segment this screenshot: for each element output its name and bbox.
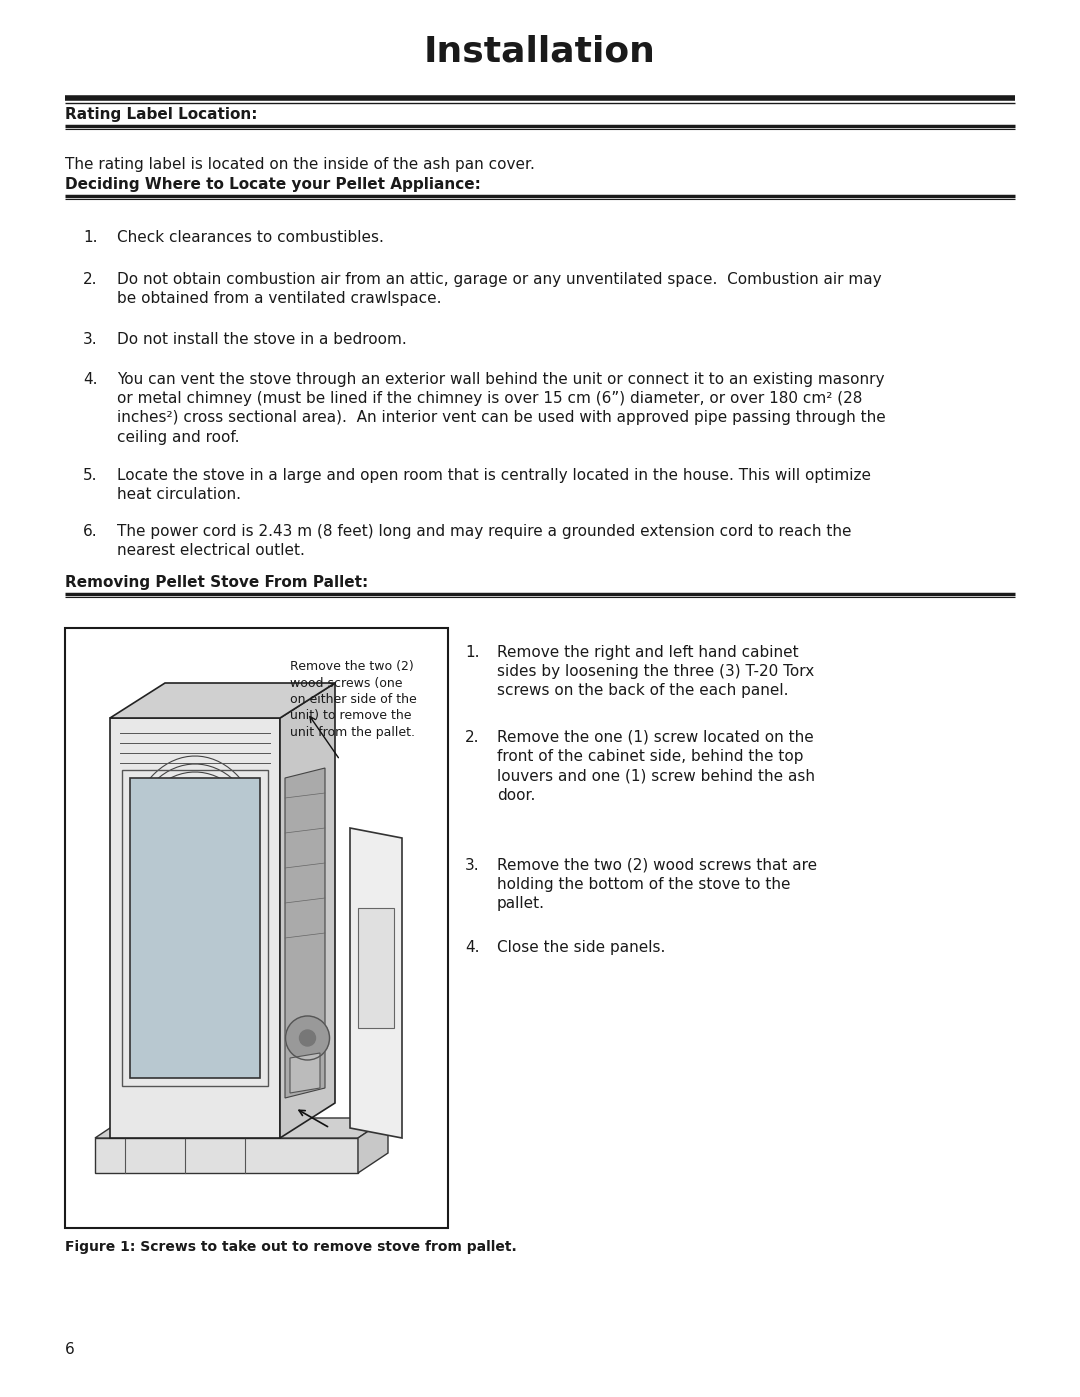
Bar (122, 770, 268, 1085)
Polygon shape (350, 828, 402, 1139)
Text: You can vent the stove through an exterior wall behind the unit or connect it to: You can vent the stove through an exteri… (117, 372, 886, 444)
Text: The power cord is 2.43 m (8 feet) long and may require a grounded extension cord: The power cord is 2.43 m (8 feet) long a… (117, 524, 851, 559)
Text: Removing Pellet Stove From Pallet:: Removing Pellet Stove From Pallet: (65, 576, 368, 590)
Text: Do not install the stove in a bedroom.: Do not install the stove in a bedroom. (117, 332, 407, 346)
Polygon shape (110, 718, 280, 1139)
Text: Close the side panels.: Close the side panels. (497, 940, 665, 956)
Polygon shape (280, 683, 335, 1139)
Text: 1.: 1. (83, 231, 97, 244)
Text: 4.: 4. (465, 940, 480, 956)
Text: Deciding Where to Locate your Pellet Appliance:: Deciding Where to Locate your Pellet App… (65, 177, 481, 191)
Polygon shape (291, 1053, 320, 1092)
Text: 6: 6 (65, 1343, 75, 1356)
Polygon shape (357, 1118, 388, 1173)
Polygon shape (95, 1139, 357, 1173)
Circle shape (285, 1016, 329, 1060)
Text: Remove the two (2)
wood screws (one
on either side of the
unit) to remove the
un: Remove the two (2) wood screws (one on e… (291, 659, 417, 739)
Text: 4.: 4. (83, 372, 97, 387)
Text: Locate the stove in a large and open room that is centrally located in the house: Locate the stove in a large and open roo… (117, 468, 870, 502)
Text: Installation: Installation (424, 34, 656, 68)
Polygon shape (95, 1118, 388, 1139)
Text: Check clearances to combustibles.: Check clearances to combustibles. (117, 231, 383, 244)
Text: The rating label is located on the inside of the ash pan cover.: The rating label is located on the insid… (65, 156, 535, 172)
Bar (130, 778, 260, 1078)
Circle shape (299, 1030, 315, 1046)
Bar (65, 629, 448, 1228)
Polygon shape (285, 768, 325, 1098)
Text: Rating Label Location:: Rating Label Location: (65, 108, 257, 122)
Text: 3.: 3. (465, 858, 480, 873)
Bar (357, 908, 394, 1028)
Text: 2.: 2. (83, 272, 97, 286)
Text: Remove the right and left hand cabinet
sides by loosening the three (3) T-20 Tor: Remove the right and left hand cabinet s… (497, 645, 814, 698)
Text: Figure 1: Screws to take out to remove stove from pallet.: Figure 1: Screws to take out to remove s… (65, 1241, 516, 1255)
Text: Do not obtain combustion air from an attic, garage or any unventilated space.  C: Do not obtain combustion air from an att… (117, 272, 881, 306)
Polygon shape (110, 683, 335, 718)
Text: 5.: 5. (83, 468, 97, 483)
Text: Remove the two (2) wood screws that are
holding the bottom of the stove to the
p: Remove the two (2) wood screws that are … (497, 858, 818, 911)
Text: Remove the one (1) screw located on the
front of the cabinet side, behind the to: Remove the one (1) screw located on the … (497, 731, 815, 803)
Text: 2.: 2. (465, 731, 480, 745)
Text: 1.: 1. (465, 645, 480, 659)
Text: 6.: 6. (83, 524, 97, 539)
Text: 3.: 3. (83, 332, 97, 346)
